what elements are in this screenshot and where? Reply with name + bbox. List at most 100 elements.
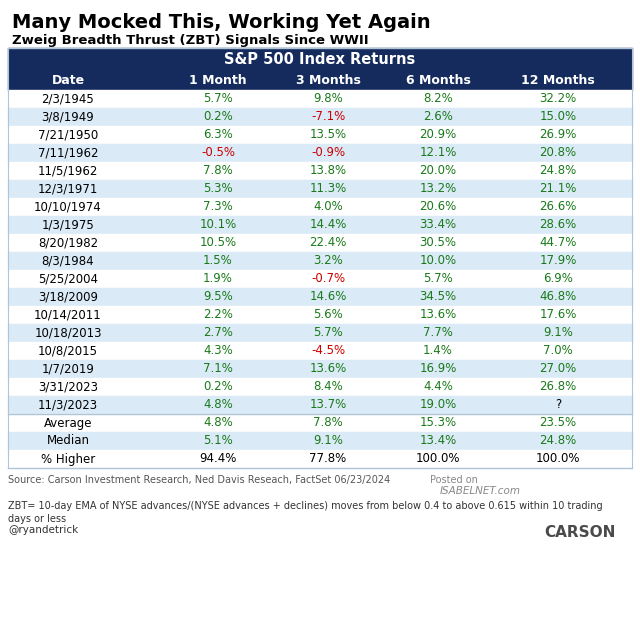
- Text: 13.7%: 13.7%: [309, 399, 347, 412]
- Text: 5.1%: 5.1%: [203, 435, 233, 447]
- Text: 13.6%: 13.6%: [419, 308, 456, 321]
- Text: 4.8%: 4.8%: [203, 417, 233, 429]
- Bar: [8, 126, 632, 144]
- Bar: [8, 270, 632, 288]
- Text: 20.8%: 20.8%: [540, 147, 577, 159]
- Text: 100.0%: 100.0%: [416, 452, 460, 465]
- Text: 10.0%: 10.0%: [419, 255, 456, 268]
- Text: 10/14/2011: 10/14/2011: [34, 308, 102, 321]
- Text: -0.5%: -0.5%: [201, 147, 235, 159]
- Text: 15.0%: 15.0%: [540, 111, 577, 124]
- Text: 13.5%: 13.5%: [309, 129, 347, 141]
- Bar: [8, 414, 632, 432]
- Text: 6.3%: 6.3%: [203, 129, 233, 141]
- Text: 44.7%: 44.7%: [540, 237, 577, 250]
- Text: 9.1%: 9.1%: [313, 435, 343, 447]
- Text: Median: Median: [47, 435, 90, 447]
- Bar: [8, 324, 632, 342]
- Text: 24.8%: 24.8%: [540, 435, 577, 447]
- Text: 19.0%: 19.0%: [419, 399, 456, 412]
- Text: 14.4%: 14.4%: [309, 218, 347, 232]
- Text: 3.2%: 3.2%: [313, 255, 343, 268]
- Text: 5.3%: 5.3%: [203, 182, 233, 195]
- Text: 2.7%: 2.7%: [203, 326, 233, 339]
- Text: 10.5%: 10.5%: [200, 237, 237, 250]
- Text: -0.9%: -0.9%: [311, 147, 345, 159]
- Text: 28.6%: 28.6%: [540, 218, 577, 232]
- Text: Zweig Breadth Thrust (ZBT) Signals Since WWII: Zweig Breadth Thrust (ZBT) Signals Since…: [12, 34, 369, 47]
- Text: 26.8%: 26.8%: [540, 381, 577, 394]
- Text: S&P 500 Index Returns: S&P 500 Index Returns: [225, 51, 415, 67]
- Text: 4.8%: 4.8%: [203, 399, 233, 412]
- Bar: [8, 432, 632, 450]
- Text: 7.1%: 7.1%: [203, 362, 233, 376]
- Bar: [8, 234, 632, 252]
- Text: 22.4%: 22.4%: [309, 237, 347, 250]
- Text: 10/8/2015: 10/8/2015: [38, 344, 98, 358]
- Text: Posted on: Posted on: [430, 475, 478, 485]
- Text: 5.6%: 5.6%: [313, 308, 343, 321]
- Text: 16.9%: 16.9%: [419, 362, 457, 376]
- Text: 1/3/1975: 1/3/1975: [42, 218, 94, 232]
- Bar: [8, 360, 632, 378]
- Text: 9.8%: 9.8%: [313, 93, 343, 106]
- Text: 4.3%: 4.3%: [203, 344, 233, 358]
- Text: 13.2%: 13.2%: [419, 182, 456, 195]
- Text: 20.6%: 20.6%: [419, 200, 456, 214]
- Text: 20.0%: 20.0%: [419, 164, 456, 177]
- Text: 7/11/1962: 7/11/1962: [38, 147, 99, 159]
- Text: 24.8%: 24.8%: [540, 164, 577, 177]
- Text: 7.0%: 7.0%: [543, 344, 573, 358]
- Text: 5.7%: 5.7%: [423, 273, 453, 285]
- Text: Many Mocked This, Working Yet Again: Many Mocked This, Working Yet Again: [12, 13, 431, 32]
- Text: 46.8%: 46.8%: [540, 291, 577, 303]
- Bar: [8, 180, 632, 198]
- Text: 3/31/2023: 3/31/2023: [38, 381, 98, 394]
- Text: 6 Months: 6 Months: [406, 74, 470, 86]
- Text: 4.0%: 4.0%: [313, 200, 343, 214]
- Bar: [8, 70, 632, 90]
- Text: 10.1%: 10.1%: [200, 218, 237, 232]
- Text: 4.4%: 4.4%: [423, 381, 453, 394]
- Text: 7.3%: 7.3%: [203, 200, 233, 214]
- Text: 13.4%: 13.4%: [419, 435, 456, 447]
- Bar: [8, 108, 632, 126]
- Text: 5/25/2004: 5/25/2004: [38, 273, 98, 285]
- Text: 7/21/1950: 7/21/1950: [38, 129, 98, 141]
- Text: 8/20/1982: 8/20/1982: [38, 237, 98, 250]
- Text: 7.8%: 7.8%: [203, 164, 233, 177]
- Text: 6.9%: 6.9%: [543, 273, 573, 285]
- Text: 11/5/1962: 11/5/1962: [38, 164, 98, 177]
- Text: % Higher: % Higher: [41, 452, 95, 465]
- Text: 0.2%: 0.2%: [203, 381, 233, 394]
- Text: 12 Months: 12 Months: [521, 74, 595, 86]
- Text: 8.4%: 8.4%: [313, 381, 343, 394]
- Text: 1/7/2019: 1/7/2019: [42, 362, 95, 376]
- Text: 3/18/2009: 3/18/2009: [38, 291, 98, 303]
- Text: -0.7%: -0.7%: [311, 273, 345, 285]
- Text: 9.5%: 9.5%: [203, 291, 233, 303]
- Text: 5.7%: 5.7%: [203, 93, 233, 106]
- Text: 1.4%: 1.4%: [423, 344, 453, 358]
- Text: 12/3/1971: 12/3/1971: [38, 182, 98, 195]
- Text: 100.0%: 100.0%: [536, 452, 580, 465]
- Text: 8/3/1984: 8/3/1984: [42, 255, 94, 268]
- Text: 20.9%: 20.9%: [419, 129, 456, 141]
- Text: 23.5%: 23.5%: [540, 417, 577, 429]
- Text: 5.7%: 5.7%: [313, 326, 343, 339]
- Text: 3/8/1949: 3/8/1949: [42, 111, 94, 124]
- Bar: [8, 90, 632, 108]
- Text: 10/10/1974: 10/10/1974: [34, 200, 102, 214]
- Bar: [8, 450, 632, 468]
- Text: Average: Average: [44, 417, 92, 429]
- Text: 10/18/2013: 10/18/2013: [35, 326, 102, 339]
- Text: 11.3%: 11.3%: [309, 182, 347, 195]
- Text: 2.6%: 2.6%: [423, 111, 453, 124]
- Text: -7.1%: -7.1%: [311, 111, 345, 124]
- Bar: [8, 288, 632, 306]
- Text: 7.7%: 7.7%: [423, 326, 453, 339]
- Bar: [8, 396, 632, 414]
- Text: 32.2%: 32.2%: [540, 93, 577, 106]
- Text: 94.4%: 94.4%: [199, 452, 237, 465]
- Text: 30.5%: 30.5%: [419, 237, 456, 250]
